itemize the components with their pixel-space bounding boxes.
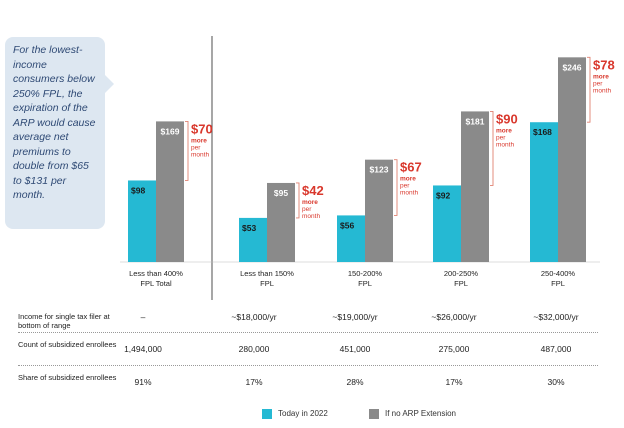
bar-today bbox=[239, 217, 267, 262]
table-cell: 28% bbox=[346, 377, 364, 387]
bar-no-arp bbox=[156, 121, 184, 262]
difference-amount: $78 bbox=[593, 57, 615, 72]
row-label: Share of subsidized enrollees bbox=[18, 373, 117, 382]
table-cell: 30% bbox=[547, 377, 565, 387]
row-divider bbox=[18, 332, 598, 333]
category-label: 150-200% bbox=[348, 269, 383, 278]
difference-label: month bbox=[302, 213, 320, 220]
difference-label: per bbox=[191, 144, 201, 151]
difference-amount: $90 bbox=[496, 111, 518, 126]
difference-label: month bbox=[191, 151, 209, 158]
table-cell: ~$19,000/yr bbox=[332, 312, 378, 322]
bar-no-arp bbox=[558, 57, 586, 262]
callout-box: For the lowest-income consumers below 25… bbox=[5, 37, 114, 229]
table-cell: ~$26,000/yr bbox=[431, 312, 477, 322]
bar-label-today: $53 bbox=[242, 223, 256, 233]
table-cell: 17% bbox=[445, 377, 463, 387]
legend-swatch-no-arp bbox=[369, 409, 379, 419]
category-label: FPL bbox=[358, 279, 372, 288]
row-label: Income for single tax filer at bottom of… bbox=[18, 312, 110, 330]
difference-label: more bbox=[496, 127, 512, 134]
bar-label-no-arp: $95 bbox=[274, 188, 288, 198]
category-label: 250-400% bbox=[541, 269, 576, 278]
difference-label: month bbox=[496, 141, 514, 148]
difference-label: per bbox=[593, 80, 603, 87]
difference-label: month bbox=[400, 190, 418, 197]
bar-today bbox=[530, 122, 558, 262]
category-label: FPL bbox=[454, 279, 468, 288]
bar-label-today: $92 bbox=[436, 190, 450, 200]
bar-label-no-arp: $181 bbox=[466, 116, 485, 126]
bar-label-today: $98 bbox=[131, 185, 145, 195]
difference-amount: $42 bbox=[302, 183, 324, 198]
table-cell: 451,000 bbox=[339, 344, 371, 354]
difference-bracket bbox=[296, 182, 300, 219]
table-cell: 1,494,000 bbox=[124, 344, 162, 354]
difference-amount: $70 bbox=[191, 121, 213, 136]
table-cell: 275,000 bbox=[438, 344, 470, 354]
difference-amount: $67 bbox=[400, 160, 422, 175]
category-label: FPL bbox=[551, 279, 565, 288]
callout-text: For the lowest-income consumers below 25… bbox=[13, 44, 96, 201]
table-cell: 91% bbox=[134, 377, 152, 387]
row-label: Count of subsidized enrollees bbox=[18, 340, 117, 349]
difference-label: per bbox=[302, 206, 312, 213]
difference-bracket bbox=[490, 110, 494, 186]
difference-label: per bbox=[496, 134, 506, 141]
table-cell: 487,000 bbox=[540, 344, 572, 354]
bar-label-no-arp: $246 bbox=[563, 62, 582, 72]
row-divider bbox=[18, 365, 598, 366]
legend-swatch-today bbox=[262, 409, 272, 419]
legend: Today in 2022 If no ARP Extension bbox=[0, 407, 624, 421]
bar-label-today: $56 bbox=[340, 220, 354, 230]
difference-label: more bbox=[593, 73, 609, 80]
difference-bracket bbox=[185, 120, 189, 181]
difference-label: month bbox=[593, 87, 611, 94]
difference-label: per bbox=[400, 183, 410, 190]
bar-today bbox=[433, 185, 461, 262]
category-label: FPL bbox=[260, 279, 274, 288]
legend-label-no-arp: If no ARP Extension bbox=[385, 409, 457, 418]
bar-label-no-arp: $169 bbox=[161, 126, 180, 136]
bar-today bbox=[337, 215, 365, 262]
legend-label-today: Today in 2022 bbox=[278, 409, 328, 418]
table-cell: 17% bbox=[245, 377, 263, 387]
table-cell: ~$32,000/yr bbox=[533, 312, 579, 322]
bar-label-no-arp: $123 bbox=[370, 165, 389, 175]
category-label: Less than 400% bbox=[129, 269, 183, 278]
difference-label: more bbox=[191, 137, 207, 144]
category-label: 200-250% bbox=[444, 269, 479, 278]
bar-label-today: $168 bbox=[533, 127, 552, 137]
bar-today bbox=[128, 180, 156, 262]
table-cell: 280,000 bbox=[238, 344, 270, 354]
difference-label: more bbox=[400, 176, 416, 183]
difference-bracket bbox=[587, 56, 591, 123]
bar-no-arp bbox=[365, 159, 393, 262]
category-label: FPL Total bbox=[140, 279, 172, 288]
table-cell: ~$18,000/yr bbox=[231, 312, 277, 322]
category-label: Less than 150% bbox=[240, 269, 294, 278]
difference-label: more bbox=[302, 199, 318, 206]
bar-no-arp bbox=[267, 182, 295, 262]
table-cell: – bbox=[140, 312, 146, 322]
bar-no-arp bbox=[461, 111, 489, 263]
difference-bracket bbox=[394, 159, 398, 216]
